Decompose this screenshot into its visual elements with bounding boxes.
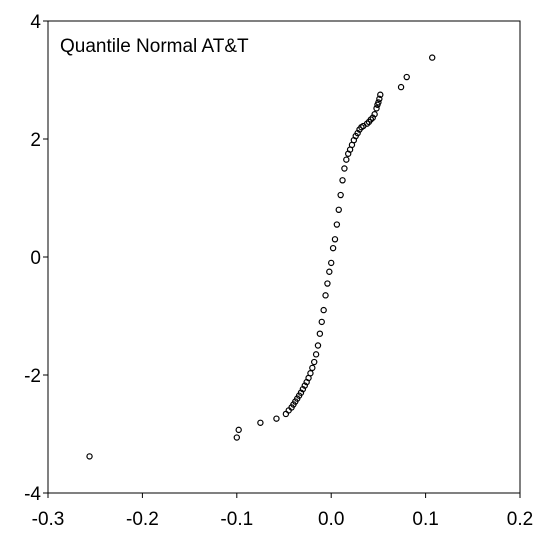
data-point bbox=[86, 453, 93, 460]
data-point bbox=[333, 221, 341, 228]
data-point bbox=[367, 116, 375, 123]
data-point bbox=[373, 105, 380, 112]
x-tick-label: 0.0 bbox=[318, 509, 344, 530]
data-point bbox=[322, 292, 329, 299]
data-point bbox=[282, 410, 290, 418]
data-point bbox=[273, 415, 280, 422]
chart-title: Quantile Normal AT&T bbox=[60, 36, 249, 57]
x-axis: -0.3 -0.2 -0.1 0.0 0.1 0.2 bbox=[32, 493, 533, 530]
data-point bbox=[307, 370, 314, 377]
data-point bbox=[375, 99, 382, 106]
data-point bbox=[309, 364, 316, 372]
data-point bbox=[376, 95, 383, 103]
data-points bbox=[86, 54, 436, 460]
x-tick-label: 0.2 bbox=[507, 509, 533, 530]
y-tick-label: -2 bbox=[24, 366, 41, 387]
y-tick-label: -4 bbox=[24, 484, 41, 505]
data-point bbox=[318, 318, 325, 326]
data-point bbox=[403, 73, 410, 81]
data-point bbox=[335, 206, 342, 213]
data-point bbox=[331, 236, 339, 243]
y-tick-label: 2 bbox=[30, 130, 41, 151]
data-point bbox=[429, 54, 436, 61]
data-point bbox=[314, 342, 322, 349]
x-tick-label: -0.2 bbox=[126, 509, 159, 530]
data-point bbox=[329, 244, 337, 252]
y-tick-label: 4 bbox=[30, 12, 41, 33]
data-point bbox=[363, 120, 371, 127]
data-point bbox=[343, 156, 350, 163]
data-point bbox=[328, 259, 335, 267]
data-point bbox=[311, 358, 318, 366]
data-point bbox=[397, 83, 405, 91]
data-point bbox=[324, 280, 331, 287]
data-point bbox=[341, 165, 348, 172]
data-point bbox=[339, 177, 346, 184]
data-point bbox=[337, 191, 344, 199]
data-point bbox=[320, 306, 327, 314]
data-point bbox=[377, 91, 384, 98]
data-point bbox=[312, 351, 320, 358]
x-tick-label: 0.1 bbox=[412, 509, 438, 530]
data-point bbox=[233, 434, 240, 441]
y-tick-label: 0 bbox=[30, 248, 41, 269]
x-tick-label: -0.1 bbox=[220, 509, 253, 530]
plot-frame bbox=[47, 20, 521, 494]
data-point bbox=[326, 268, 333, 275]
data-point bbox=[316, 330, 324, 337]
data-point bbox=[235, 426, 242, 434]
y-axis: -4 -2 0 2 4 bbox=[24, 12, 48, 505]
data-point bbox=[371, 111, 378, 118]
x-tick-label: -0.3 bbox=[32, 509, 65, 530]
data-point bbox=[257, 419, 264, 426]
